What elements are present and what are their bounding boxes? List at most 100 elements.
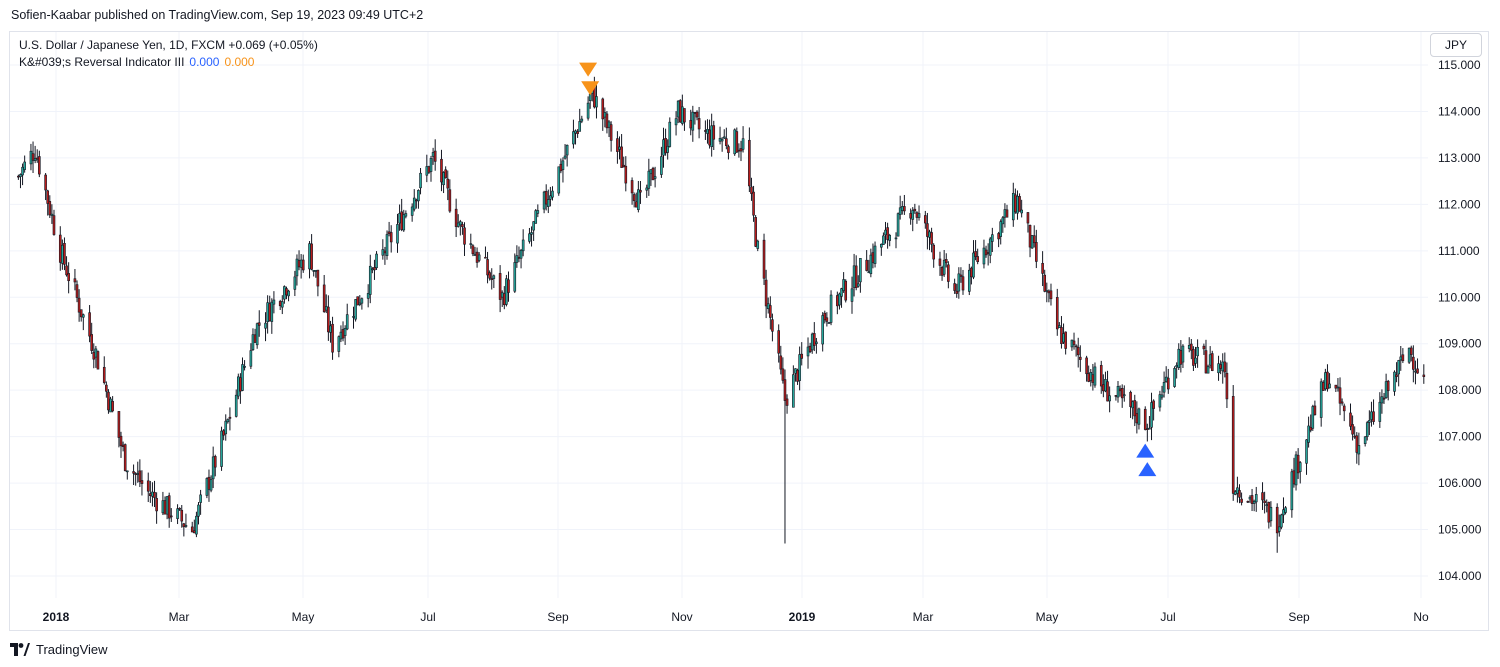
candle-body — [762, 239, 766, 279]
candle-body — [748, 139, 751, 187]
candle-body — [410, 206, 414, 216]
candle-body — [23, 161, 26, 170]
candle-body — [850, 288, 854, 302]
candle-body — [815, 341, 818, 344]
candle-body — [1055, 297, 1059, 330]
candle-body — [1162, 382, 1166, 393]
candle-body — [82, 314, 85, 318]
candle-body — [1363, 436, 1367, 444]
candle-body — [270, 301, 274, 322]
candle-body — [226, 419, 230, 423]
candle-body — [647, 170, 651, 189]
candle-body — [167, 495, 171, 519]
y-tick-label: 111.000 — [1438, 244, 1480, 258]
candle-body — [1372, 411, 1375, 422]
candle-body — [632, 194, 636, 202]
candle-body — [19, 174, 22, 178]
candle-body — [463, 227, 466, 245]
candle-body — [295, 258, 299, 277]
candle-body — [1252, 501, 1256, 504]
candle-body — [1116, 386, 1120, 398]
candle-body — [1041, 263, 1044, 274]
candle-body — [561, 160, 565, 170]
candle-body — [1357, 445, 1361, 455]
candle-body — [639, 190, 642, 193]
candle-body — [825, 317, 829, 322]
candle-body — [67, 273, 70, 282]
candle-body — [44, 174, 47, 191]
x-tick-label: Mar — [913, 610, 934, 624]
candle-body — [840, 288, 843, 297]
candle-body — [1254, 494, 1258, 503]
candle-body — [412, 197, 416, 210]
candle-body — [924, 215, 927, 224]
candle-body — [31, 153, 35, 161]
y-tick-label: 108.000 — [1438, 383, 1482, 397]
candle-body — [48, 201, 52, 216]
candle-body — [536, 210, 540, 214]
candle-body — [368, 265, 372, 295]
candle-body — [1173, 368, 1176, 387]
candle-body — [117, 411, 121, 438]
candle-body — [1120, 387, 1124, 399]
x-tick-label: Sep — [1288, 610, 1310, 624]
candle-body — [477, 254, 481, 261]
candle-body — [419, 172, 422, 189]
candle-body — [1225, 372, 1229, 400]
candle-body — [532, 221, 535, 231]
candle-body — [771, 319, 774, 332]
candle-body — [492, 275, 496, 279]
candle-body — [96, 351, 100, 370]
candle-body — [459, 221, 462, 226]
candle-body — [1263, 500, 1266, 504]
candle-body — [894, 237, 898, 240]
chart-frame — [9, 31, 1489, 631]
candle-body — [155, 498, 158, 512]
candle-body — [354, 299, 357, 320]
candle-body — [1202, 345, 1206, 350]
symbol-line: U.S. Dollar / Japanese Yen, 1D, FXCM +0.… — [19, 38, 318, 52]
candle-body — [1311, 406, 1315, 429]
candle-body — [624, 165, 628, 184]
candle-body — [674, 118, 678, 126]
candle-body — [356, 296, 359, 306]
candle-body — [38, 156, 41, 175]
candle-body — [469, 243, 473, 245]
candle-body — [886, 227, 889, 240]
candle-body — [752, 191, 755, 216]
y-tick-label: 115.000 — [1438, 58, 1481, 72]
candle-body — [178, 508, 181, 510]
candle-body — [389, 232, 393, 243]
candle-body — [1190, 343, 1193, 351]
candle-body — [366, 293, 370, 299]
candle-body — [1032, 235, 1036, 244]
candle-body — [1386, 380, 1390, 391]
candle-body — [777, 330, 780, 354]
candle-body — [1407, 347, 1411, 363]
candle-body — [79, 309, 83, 318]
candle-body — [551, 190, 554, 198]
x-tick-label: 2018 — [43, 610, 70, 624]
tradingview-logo-icon — [10, 642, 30, 656]
x-axis: 2018 Mar May Jul Sep Nov 2019 Mar May Jul Sep No — [43, 610, 1429, 624]
y-tick-label: 107.000 — [1438, 430, 1482, 444]
candle-body — [1020, 209, 1023, 214]
candle-body — [1378, 401, 1382, 422]
candle-body — [402, 214, 406, 231]
y-tick-label: 114.000 — [1438, 104, 1481, 118]
candle-body — [913, 208, 917, 212]
candle-body — [821, 315, 824, 345]
candle-body — [1401, 354, 1405, 362]
candle-body — [484, 256, 487, 259]
candle-body — [63, 243, 66, 265]
candle-body — [1108, 395, 1111, 402]
candle-body — [957, 273, 961, 292]
candle-body — [1106, 381, 1109, 402]
candle-body — [140, 480, 144, 484]
x-tick-label: Nov — [671, 610, 692, 624]
candle-body — [1058, 325, 1061, 328]
candle-body — [1223, 361, 1227, 373]
currency-button[interactable]: JPY — [1430, 33, 1482, 57]
candle-body — [1342, 405, 1346, 412]
